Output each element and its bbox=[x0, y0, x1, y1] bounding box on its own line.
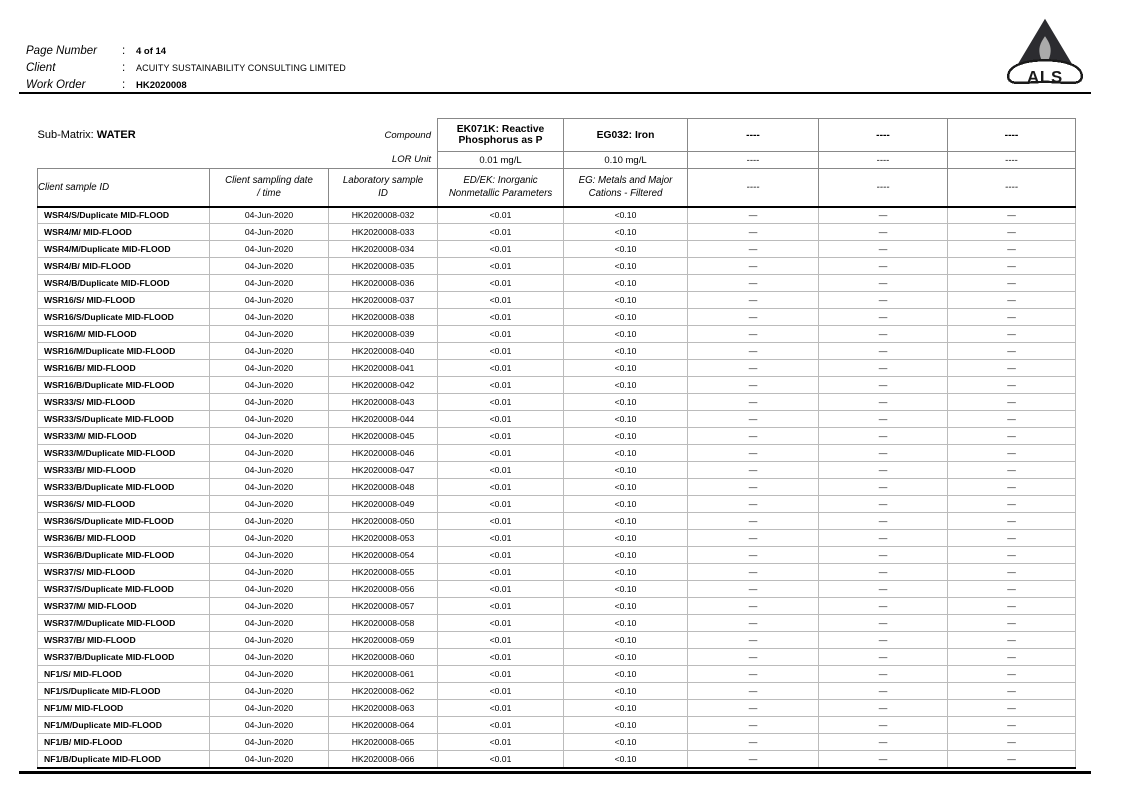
svg-text:ALS: ALS bbox=[1027, 67, 1063, 86]
